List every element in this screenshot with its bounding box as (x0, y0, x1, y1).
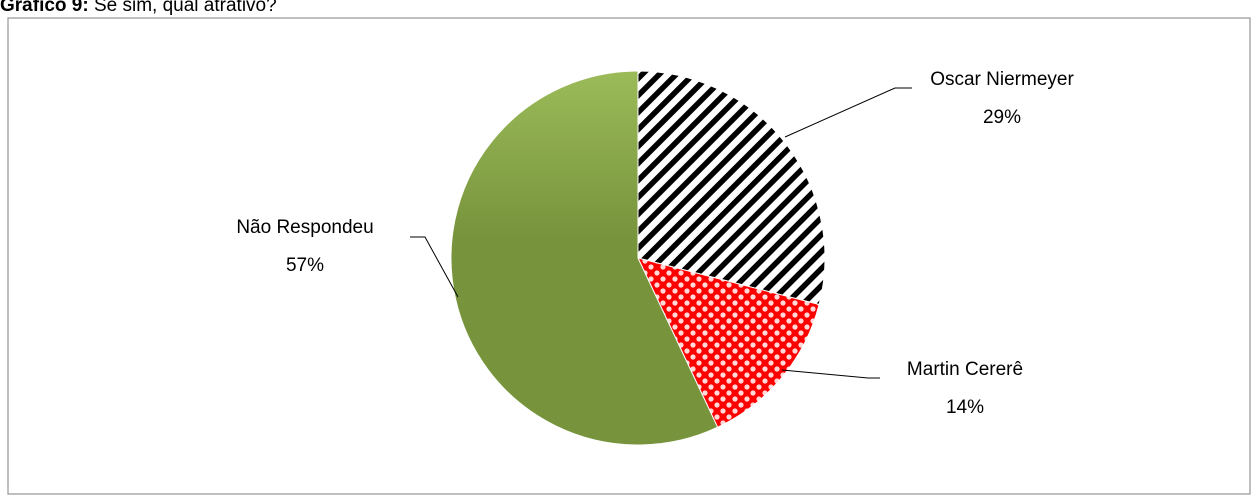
chart-title: Gráfico 9: Se sim, qual atrativo? (0, 0, 277, 16)
pie-slice (637, 70, 826, 306)
slice-label: Oscar Niermeyer (930, 69, 1074, 90)
slice-value-label: 57% (286, 255, 324, 276)
leader-line (781, 369, 880, 379)
slice-value-label: 29% (983, 107, 1021, 128)
pie-slice (637, 257, 820, 428)
slice-label: Martin Cererê (907, 359, 1023, 380)
pie-slice (450, 70, 719, 446)
leader-line (784, 87, 912, 138)
title-text: Se sim, qual atrativo? (94, 0, 277, 16)
slice-value-label: 14% (946, 397, 984, 418)
leader-line (410, 236, 459, 298)
figure-label: Gráfico 9: (0, 0, 89, 16)
slice-label: Não Respondeu (236, 217, 373, 238)
